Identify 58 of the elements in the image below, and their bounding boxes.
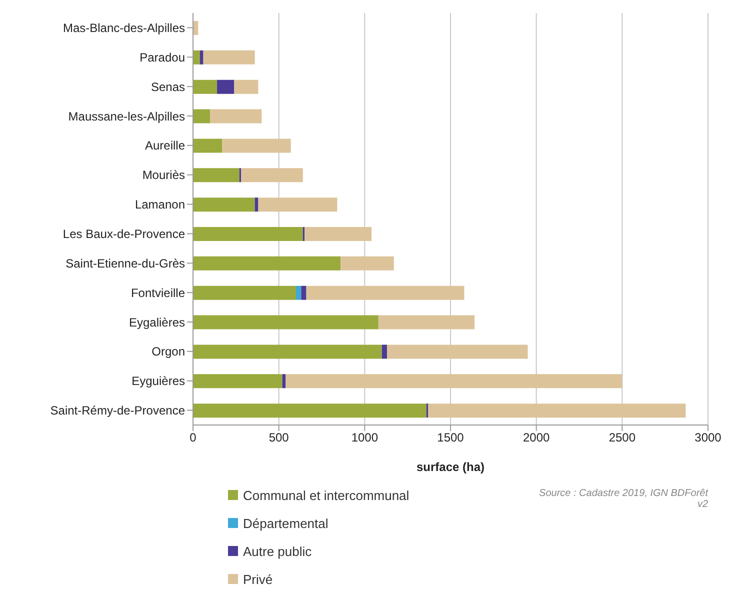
x-tick-label: 500 — [268, 430, 290, 445]
legend-label: Autre public — [243, 544, 312, 558]
legend-label: Départemental — [243, 516, 328, 530]
bar — [193, 286, 296, 300]
bar — [304, 227, 372, 241]
y-tick-label: Eyguières — [132, 374, 185, 388]
bar — [286, 374, 622, 388]
x-tick-label: 1000 — [351, 430, 378, 445]
source-note: Source : Cadastre 2019, IGN BDForêt v2 — [538, 488, 708, 510]
bar — [193, 50, 200, 64]
legend-label: Communal et intercommunal — [243, 488, 410, 502]
bar — [234, 80, 258, 94]
x-tick-label: 3000 — [694, 430, 722, 445]
bar — [382, 344, 387, 359]
bar — [203, 50, 255, 64]
y-tick-label: Saint-Rémy-de-Provence — [50, 404, 186, 418]
bar — [193, 109, 210, 124]
bar — [340, 256, 394, 270]
bar — [428, 404, 686, 418]
bar — [222, 138, 291, 153]
bar — [193, 374, 282, 388]
bar — [241, 168, 303, 182]
bar — [217, 80, 234, 94]
y-tick-label: Eygalières — [128, 315, 185, 330]
bar — [193, 404, 426, 418]
bar — [193, 256, 341, 270]
y-tick-label: Les Baux-de-Provence — [62, 226, 186, 241]
bar — [301, 286, 306, 300]
bar — [296, 286, 302, 300]
y-tick-label: Orgon — [152, 344, 185, 359]
bar — [193, 80, 218, 94]
x-tick-label: 2000 — [522, 430, 550, 445]
bar — [193, 138, 222, 153]
bar — [306, 286, 464, 300]
y-tick-label: Mas-Blanc-des-Alpilles — [62, 20, 185, 35]
x-tick-label: 1500 — [437, 430, 464, 445]
bar — [210, 109, 262, 124]
y-tick-label: Lamanon — [134, 198, 185, 212]
bar — [193, 344, 382, 359]
y-tick-label: Mouriès — [142, 168, 185, 182]
y-tick-label: Senas — [150, 80, 185, 94]
bar — [386, 344, 528, 359]
y-tick-label: Saint-Etienne-du-Grès — [66, 256, 185, 270]
x-tick-label: 2500 — [608, 430, 636, 445]
x-tick-label: 0 — [190, 430, 197, 445]
y-tick-label: Paradou — [140, 50, 185, 64]
bar — [193, 227, 303, 241]
bar — [193, 198, 255, 212]
bar — [193, 168, 240, 182]
y-tick-label: Fontvieille — [130, 286, 186, 300]
bar — [258, 198, 338, 212]
bar — [200, 50, 204, 64]
bar — [193, 315, 378, 330]
y-tick-label: Aureille — [144, 138, 186, 153]
y-tick-label: Maussane-les-Alpilles — [68, 109, 185, 124]
legend-label: Privé — [243, 572, 273, 586]
x-axis-title: surface (ha) — [416, 460, 485, 474]
bar — [378, 315, 475, 330]
